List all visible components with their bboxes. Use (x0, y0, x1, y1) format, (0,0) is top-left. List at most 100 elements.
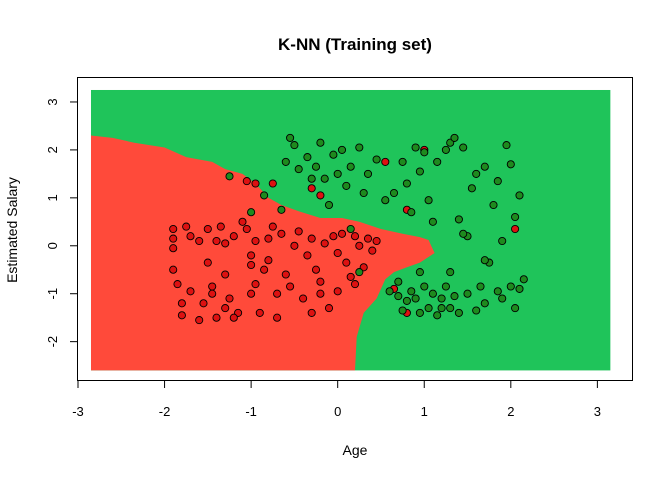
x-tick-label: -2 (159, 404, 171, 419)
data-point-class-0 (229, 232, 238, 241)
data-point-class-0 (229, 313, 238, 322)
data-point-class-1 (286, 133, 295, 142)
data-point-class-1 (446, 268, 455, 277)
data-point-class-0 (177, 311, 186, 320)
data-point-class-1 (493, 177, 502, 186)
data-point-class-0 (372, 236, 381, 246)
data-point-class-1 (480, 299, 489, 308)
data-point-class-1 (454, 215, 463, 224)
data-point-class-1 (515, 284, 524, 293)
data-point-class-1 (415, 167, 424, 176)
data-point-class-1 (472, 306, 481, 315)
data-point-class-1 (355, 143, 364, 152)
data-point-class-0 (208, 289, 217, 298)
data-point-class-0 (195, 236, 204, 246)
data-point-class-1 (346, 162, 355, 171)
data-point-class-1 (424, 304, 433, 313)
data-point-class-1 (320, 174, 329, 183)
data-point-class-0 (169, 224, 178, 234)
data-point-class-0 (368, 246, 377, 255)
data-point-class-0 (186, 232, 195, 241)
data-point-class-1 (363, 169, 373, 178)
data-point-class-1 (415, 268, 424, 277)
data-point-class-1 (415, 308, 424, 317)
data-point-class-1 (502, 141, 511, 150)
data-point-class-1 (385, 287, 394, 296)
data-point-class-0 (247, 289, 256, 298)
data-point-class-0 (203, 224, 212, 234)
data-point-class-1 (329, 150, 338, 159)
data-point-class-1 (381, 196, 390, 205)
data-point-class-1 (355, 268, 364, 277)
data-point-class-0 (251, 179, 260, 188)
data-point-class-0 (294, 227, 303, 236)
x-tick-label: 0 (334, 404, 341, 419)
data-point-class-0 (247, 260, 256, 270)
data-point-class-0 (324, 304, 334, 313)
data-point-class-0 (242, 224, 251, 234)
data-point-class-1 (506, 160, 515, 169)
data-point-class-0 (251, 236, 260, 246)
data-point-class-0 (264, 234, 273, 243)
data-point-class-1 (277, 205, 286, 214)
data-point-class-0 (333, 287, 342, 296)
data-point-class-1 (506, 282, 515, 291)
data-point-class-1 (480, 256, 489, 265)
data-point-class-0 (320, 239, 329, 248)
data-point-class-1 (428, 289, 437, 298)
data-point-class-1 (346, 224, 355, 234)
data-point-class-1 (441, 145, 450, 154)
data-point-class-1 (324, 200, 334, 210)
data-point-class-1 (411, 294, 420, 303)
training-points (169, 133, 528, 325)
data-point-class-0 (260, 265, 269, 274)
data-point-class-0 (212, 236, 221, 246)
data-point-class-1 (316, 138, 325, 147)
data-point-class-1 (342, 181, 351, 190)
data-point-class-0 (329, 232, 338, 241)
data-point-class-0 (381, 157, 390, 166)
data-point-class-1 (472, 169, 481, 178)
data-point-class-0 (264, 256, 273, 265)
data-point-class-1 (515, 191, 524, 200)
data-point-class-0 (268, 179, 277, 188)
data-point-class-1 (511, 212, 520, 222)
data-point-class-1 (446, 304, 455, 313)
data-point-class-0 (199, 299, 208, 308)
data-point-class-0 (307, 184, 316, 193)
data-point-class-0 (273, 289, 282, 298)
data-point-class-0 (182, 222, 191, 231)
y-axis-label: Estimated Salary (4, 177, 20, 283)
data-point-class-1 (433, 311, 442, 320)
data-point-class-1 (459, 229, 468, 238)
data-point-class-0 (350, 232, 360, 241)
data-point-class-0 (316, 277, 325, 286)
data-point-class-1 (420, 282, 429, 291)
y-tick-label: 3 (45, 98, 60, 105)
data-point-class-1 (225, 172, 234, 181)
data-point-class-0 (247, 251, 256, 260)
data-point-class-1 (394, 277, 403, 286)
data-point-class-1 (433, 157, 442, 166)
data-point-class-0 (316, 191, 325, 200)
data-point-class-1 (281, 157, 290, 166)
data-point-class-1 (480, 162, 489, 171)
data-point-class-1 (402, 296, 411, 305)
data-point-class-0 (203, 258, 212, 267)
x-axis-label: Age (343, 442, 368, 458)
data-point-class-1 (337, 145, 347, 154)
y-tick-label: 2 (45, 146, 60, 153)
data-point-class-0 (337, 229, 347, 238)
y-tick-label: 0 (45, 242, 60, 249)
data-point-class-1 (454, 308, 463, 317)
data-point-class-1 (420, 148, 429, 157)
data-point-class-0 (169, 234, 178, 243)
data-point-class-1 (402, 179, 411, 188)
data-point-class-1 (489, 200, 498, 210)
data-point-class-0 (221, 304, 230, 313)
data-point-class-1 (290, 141, 299, 150)
data-point-class-0 (251, 280, 260, 289)
data-point-class-0 (299, 294, 308, 303)
data-point-class-1 (450, 292, 459, 301)
data-point-class-0 (195, 316, 204, 325)
